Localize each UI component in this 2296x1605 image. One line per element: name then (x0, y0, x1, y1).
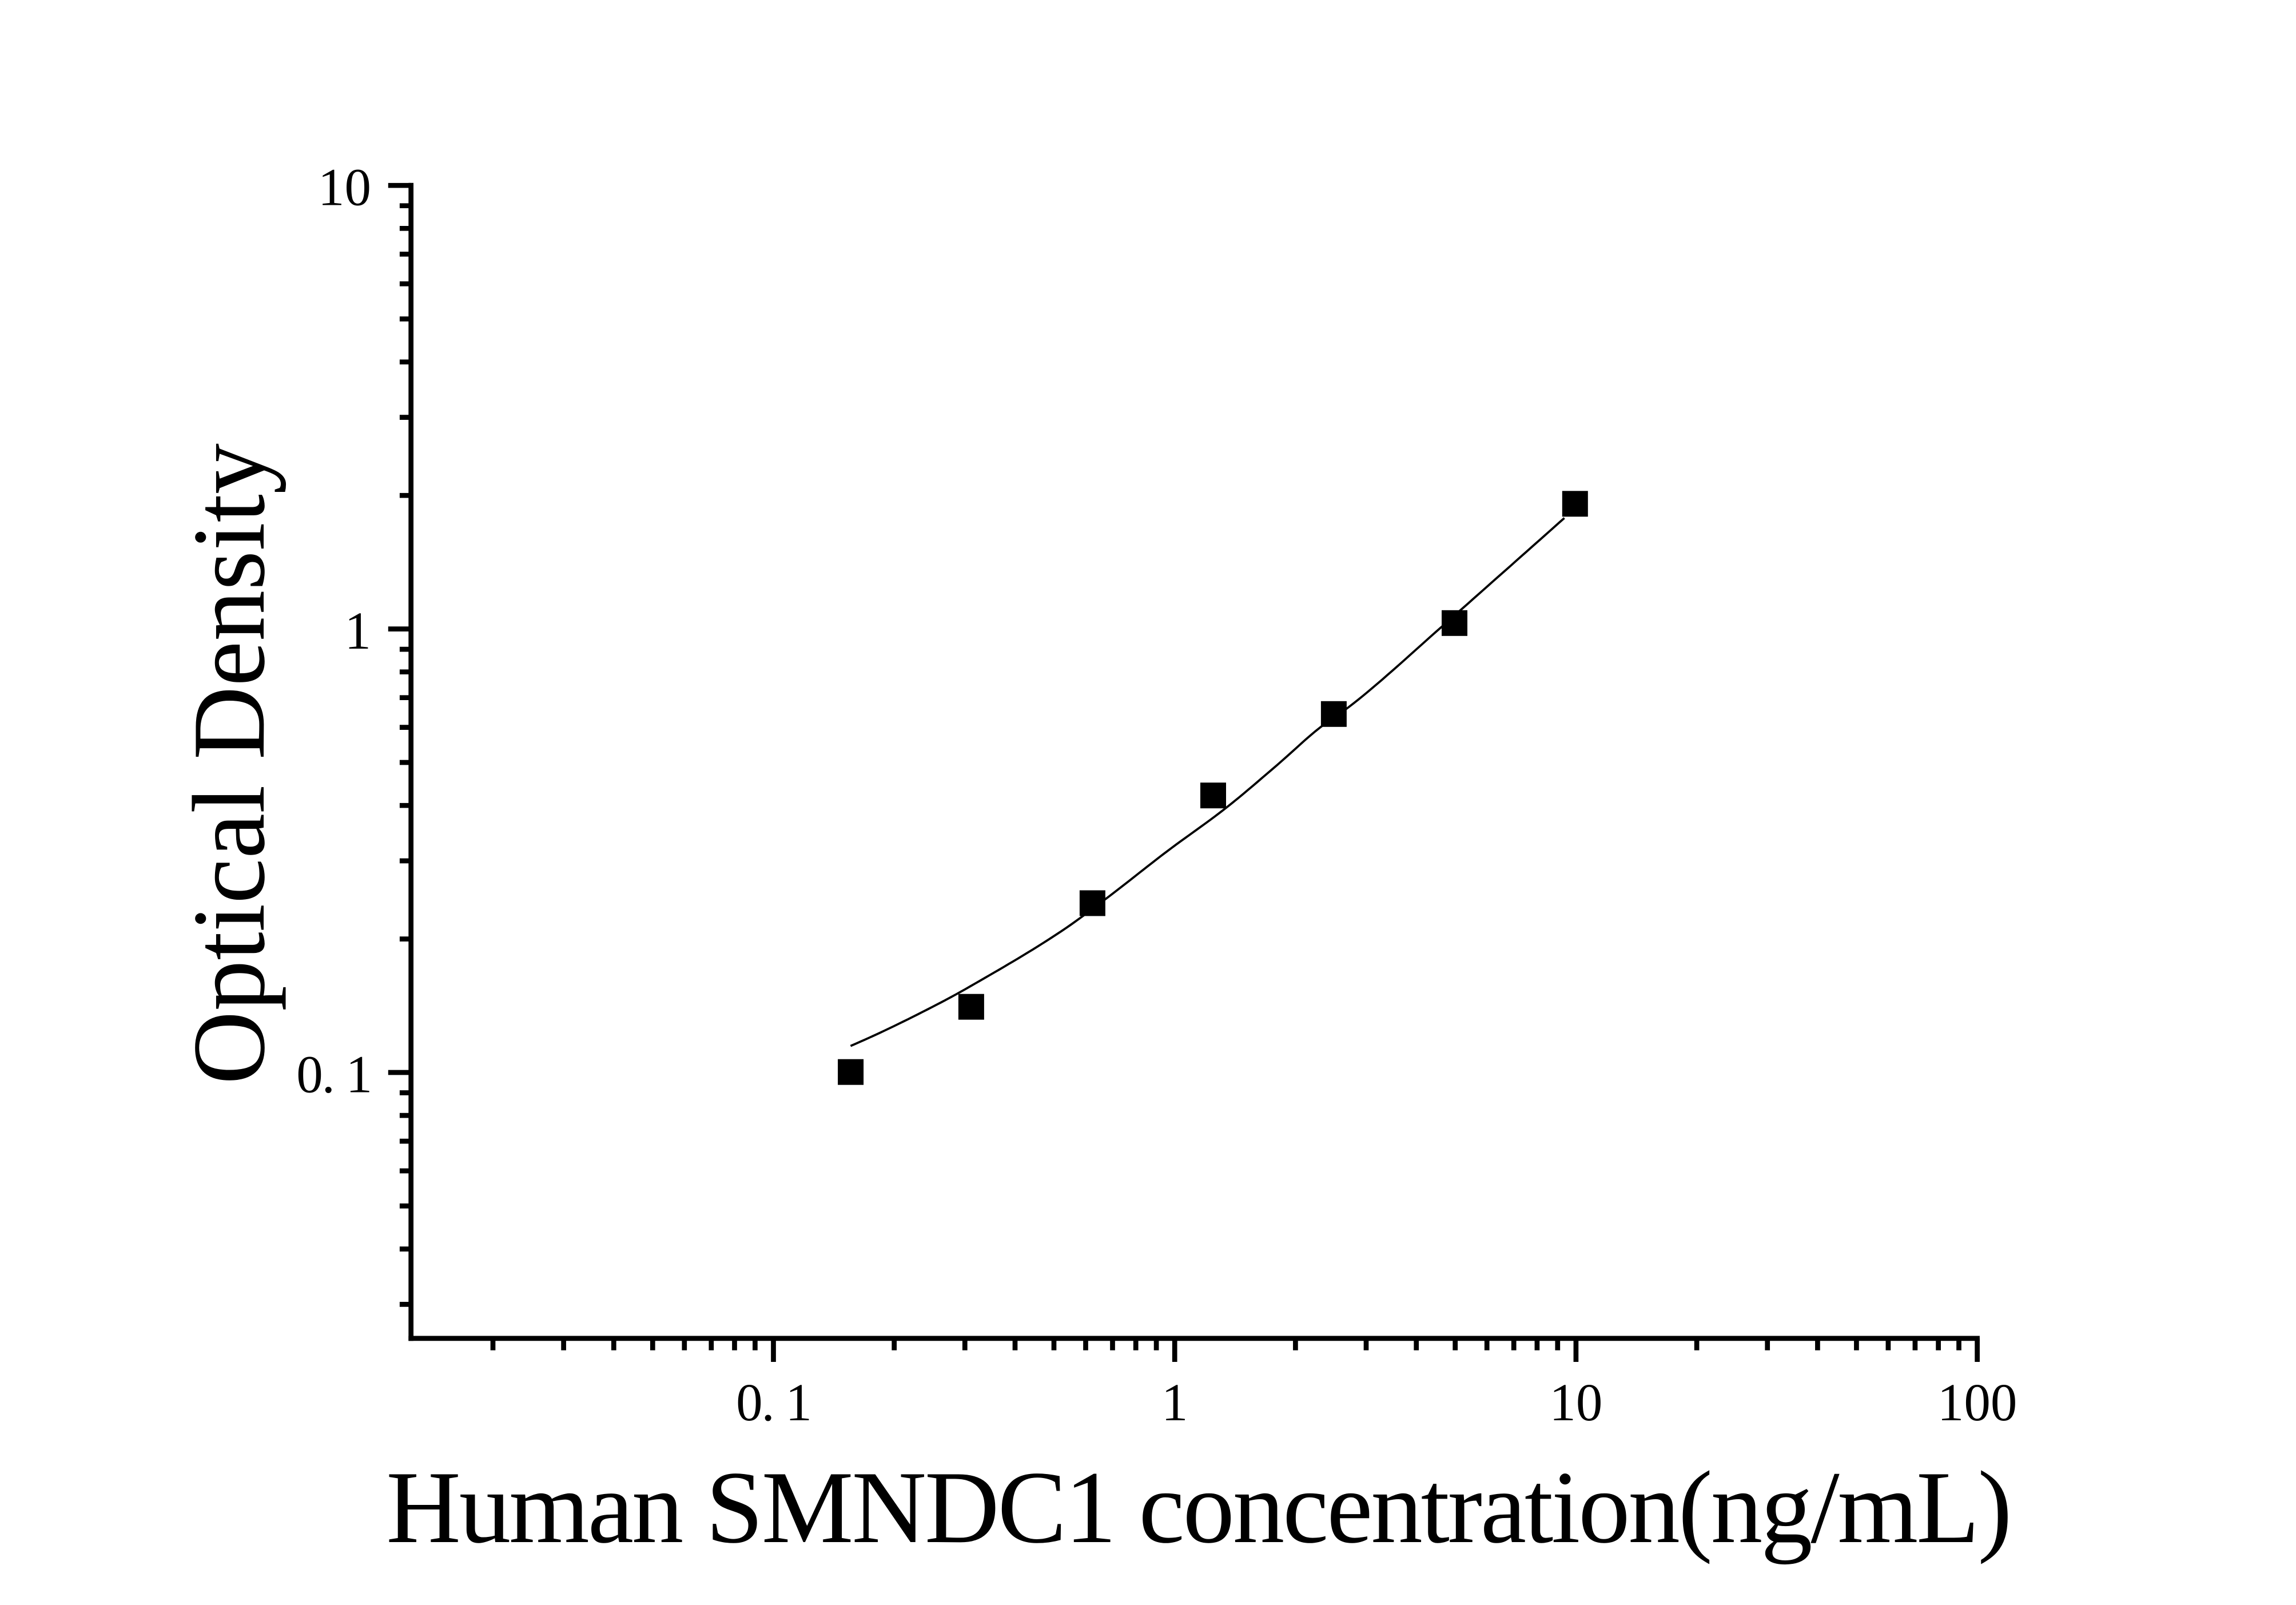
svg-text:0. 1: 0. 1 (736, 1373, 811, 1432)
svg-text:Optical Density: Optical Density (172, 443, 286, 1084)
svg-text:10: 10 (1549, 1373, 1602, 1432)
svg-text:0. 1: 0. 1 (296, 1045, 371, 1104)
svg-text:100: 100 (1937, 1373, 2018, 1432)
svg-text:1: 1 (345, 602, 372, 661)
svg-text:10: 10 (318, 158, 371, 217)
svg-text:1: 1 (1161, 1373, 1188, 1432)
svg-text:Human SMNDC1 concentration(ng/: Human SMNDC1 concentration(ng/mL) (386, 1451, 2010, 1565)
